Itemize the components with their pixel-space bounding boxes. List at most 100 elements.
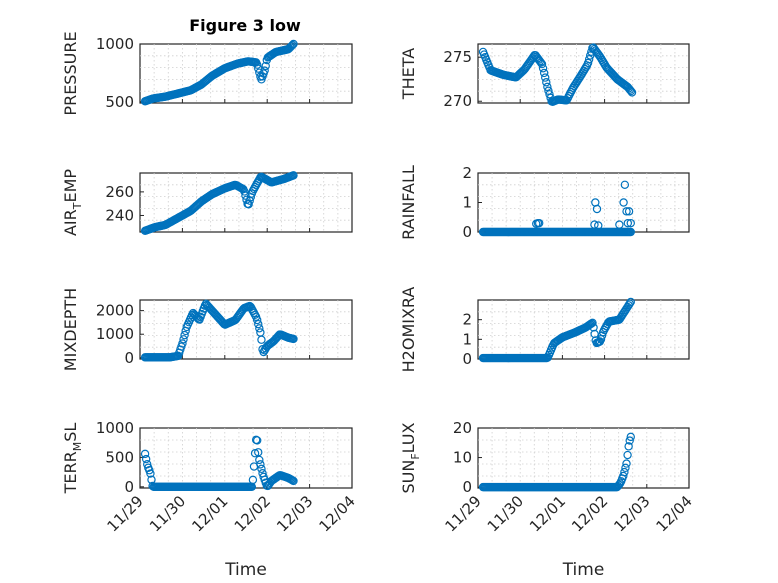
y-axis-label: TERRMSL <box>61 423 84 495</box>
data-point <box>625 436 634 445</box>
data-point <box>260 66 269 75</box>
y-tick-label: 1000 <box>96 35 134 53</box>
data-point <box>289 39 298 49</box>
subplot-5: 0 12 H2OMIXRA <box>399 287 690 372</box>
data-point <box>621 463 630 473</box>
x-tick-label: 11/29 <box>442 492 485 535</box>
data-point <box>179 335 188 344</box>
subplot-3: 0 1 2 RAINFALL <box>399 164 690 241</box>
data-point <box>627 88 637 97</box>
x-axis-label: Time <box>562 560 605 580</box>
y-tick-label: 275 <box>443 48 472 66</box>
y-tick-label: 0 <box>124 478 134 496</box>
data-point <box>261 61 270 71</box>
data-point <box>590 220 599 229</box>
data-point <box>252 315 262 325</box>
subplot-7: 0 10 20 SUNFLUX 11/2911/3012/0112/0212/0312/… <box>399 419 696 580</box>
data-point <box>289 476 298 486</box>
data-point <box>584 55 594 64</box>
figure-title: Figure 3 low <box>189 16 301 35</box>
data-point <box>623 218 633 228</box>
subplot-4: 0 1000 2000 MIXDEPTH <box>61 288 353 371</box>
data-point <box>622 207 631 216</box>
y-tick-label: 260 <box>105 183 134 201</box>
data-point <box>620 467 629 477</box>
y-axis-label: PRESSURE <box>61 31 80 115</box>
subplot-1: 270 275 THETA <box>399 43 690 110</box>
x-tick-label: 12/01 <box>526 492 569 535</box>
data-point <box>615 220 624 229</box>
y-tick-label: 10 <box>453 449 472 467</box>
subplot-2: 240 260 AIRTEMP <box>61 169 353 236</box>
data-point <box>626 432 635 442</box>
data-point <box>624 442 633 451</box>
data-point <box>626 86 636 96</box>
y-axis-label: SUNFLUX <box>399 422 422 493</box>
data-point <box>289 334 298 344</box>
x-tick-label: 12/03 <box>610 492 653 535</box>
data-point <box>539 68 549 78</box>
x-tick-label: 11/30 <box>484 492 527 535</box>
axes-frame <box>477 427 690 489</box>
data-point <box>240 187 249 196</box>
data-point <box>146 469 155 478</box>
y-tick-label: 500 <box>105 448 134 466</box>
y-tick-label: 1 <box>462 194 472 212</box>
data-point <box>252 60 262 69</box>
data-point <box>622 459 631 468</box>
data-point <box>624 207 634 216</box>
x-tick-label: 12/04 <box>653 492 696 535</box>
data-point <box>255 455 264 465</box>
x-tick-label: 11/29 <box>104 492 147 535</box>
axes-frame <box>477 172 690 233</box>
data-point <box>623 450 632 460</box>
y-tick-label: 500 <box>105 93 134 111</box>
data-point <box>597 331 607 340</box>
x-tick-label: 12/01 <box>188 492 231 535</box>
y-tick-label: 1000 <box>96 419 134 437</box>
data-point <box>626 297 635 307</box>
data-point <box>581 63 591 72</box>
y-tick-label: 240 <box>105 206 134 224</box>
data-point <box>619 198 628 207</box>
data-point <box>289 171 298 180</box>
data-point <box>256 460 265 469</box>
y-axis-label: AIRTEMP <box>61 169 84 236</box>
data-point <box>625 85 635 94</box>
axes-frame <box>139 427 353 489</box>
y-tick-label: 0 <box>124 349 134 367</box>
y-tick-label: 1000 <box>96 325 134 343</box>
data-point <box>543 82 552 92</box>
x-tick-label: 12/03 <box>273 492 316 535</box>
x-tick-label: 12/02 <box>568 492 611 535</box>
data-point <box>255 324 264 333</box>
data-point <box>536 58 546 67</box>
data-point <box>586 51 595 60</box>
y-tick-label: 270 <box>443 92 472 110</box>
data-point <box>626 218 635 228</box>
y-tick-label: 2 <box>462 311 472 329</box>
y-axis-label: MIXDEPTH <box>61 288 80 371</box>
data-point <box>542 78 551 87</box>
data-point <box>625 299 634 308</box>
data-point <box>254 319 263 329</box>
y-tick-label: 1 <box>462 330 472 348</box>
x-tick-label: 12/04 <box>316 492 359 535</box>
data-point <box>252 436 262 445</box>
data-point <box>592 204 602 214</box>
data-point <box>257 464 266 474</box>
data-point <box>541 73 550 82</box>
y-axis-label: RAINFALL <box>399 165 418 240</box>
data-point <box>583 58 593 68</box>
y-tick-label: 0 <box>462 223 472 241</box>
data-point <box>588 318 597 328</box>
data-point <box>537 59 547 69</box>
subplot-0: 500 1000 PRESSURE <box>61 31 353 116</box>
data-point <box>141 454 151 464</box>
data-point <box>140 449 150 459</box>
data-point <box>538 64 548 73</box>
data-point <box>248 475 258 485</box>
x-tick-label: 12/02 <box>231 492 274 535</box>
y-tick-label: 0 <box>462 478 472 496</box>
